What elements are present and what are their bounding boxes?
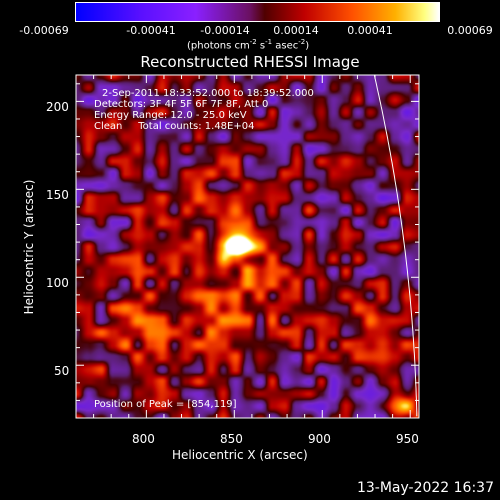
x-tick-label: 800 [132, 432, 155, 446]
y-tick-label: 50 [54, 364, 70, 378]
heatmap-image [76, 75, 419, 418]
colorbar-tick: 0.00069 [447, 24, 493, 37]
x-tick-label: 850 [220, 432, 243, 446]
colorbar-label-part: s [256, 40, 266, 52]
y-tick-label: 200 [46, 100, 69, 114]
colorbar-label-part: (photons cm [187, 40, 250, 52]
colorbar-label: (photons cm-2 s-1 asec-2) [187, 38, 309, 51]
annotation-clean: Clean Total counts: 1.48E+04 [94, 121, 255, 132]
footer-date: 13-May-2022 16:37 [356, 480, 494, 496]
colorbar-tick: -0.00041 [126, 24, 176, 37]
plot-frame [75, 74, 420, 419]
colorbar-tick: 0.00014 [273, 24, 319, 37]
colorbar [75, 2, 440, 22]
colorbar-tick: -0.00014 [200, 24, 250, 37]
y-tick-label: 100 [46, 276, 69, 290]
x-axis-label: Heliocentric X (arcsec) [172, 448, 308, 462]
annotation-time-range: 2-Sep-2011 18:33:52.000 to 18:39:52.000 [102, 88, 314, 99]
y-tick-label: 150 [46, 188, 69, 202]
y-axis-label: Heliocentric Y (arcsec) [22, 179, 36, 315]
colorbar-label-part: asec [272, 40, 299, 52]
colorbar-label-sup: -2 [249, 38, 257, 46]
colorbar-label-sup: -2 [298, 38, 306, 46]
colorbar-label-sup: -1 [265, 38, 273, 46]
chart-title: Reconstructed RHESSI Image [140, 53, 360, 71]
x-tick-label: 950 [396, 432, 419, 446]
colorbar-tick: 0.00041 [347, 24, 393, 37]
annotation-peak: Position of Peak = [854,119] [94, 399, 237, 410]
annotation-energy: Energy Range: 12.0 - 25.0 keV [94, 110, 247, 121]
solar-limb-line [373, 74, 418, 417]
x-tick-label: 900 [308, 432, 331, 446]
colorbar-tick: -0.00069 [19, 24, 69, 37]
annotation-detectors: Detectors: 3F 4F 5F 6F 7F 8F, Att 0 [94, 99, 269, 110]
colorbar-label-part: ) [305, 40, 310, 52]
